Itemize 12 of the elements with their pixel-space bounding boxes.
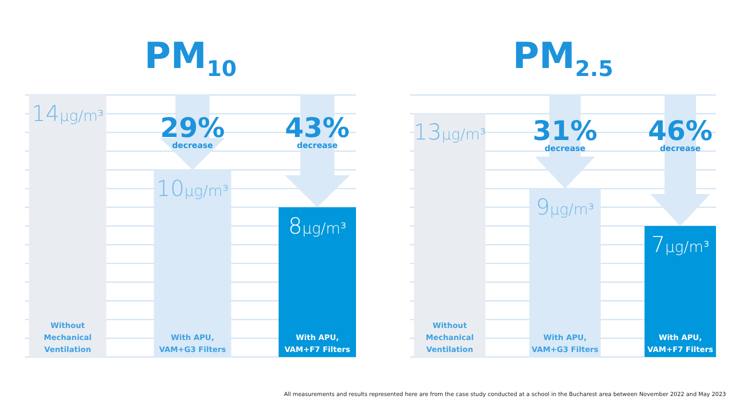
annotation: 31% decrease — [532, 116, 598, 153]
annotation: 43% decrease — [284, 113, 350, 150]
data-label: 14μg/m³ — [32, 102, 104, 127]
chart-title: PM$_{2.5}$ — [512, 36, 614, 82]
annotation: 29% decrease — [160, 113, 225, 150]
chart-title: PM$_{10}$ — [144, 36, 237, 82]
data-label: 10μg/m³ — [156, 176, 229, 202]
data-label: 8μg/m³ — [288, 214, 346, 240]
data-label: 13μg/m³ — [414, 120, 486, 146]
data-label: 7μg/m³ — [651, 233, 710, 258]
data-label: 9μg/m³ — [536, 196, 594, 221]
annotation: 46% decrease — [648, 116, 713, 153]
